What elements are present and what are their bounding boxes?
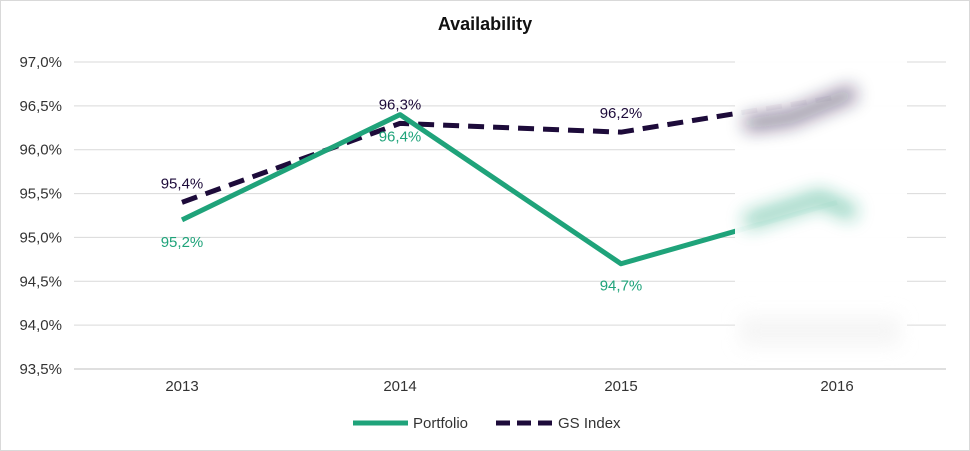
y-tick-label: 94,5%: [19, 273, 62, 290]
y-tick-label: 95,5%: [19, 186, 62, 203]
y-tick-label: 96,5%: [19, 98, 62, 115]
series-line-gs-index: [181, 94, 838, 205]
y-tick-label: 94,0%: [19, 317, 62, 334]
y-tick-label: 93,5%: [19, 361, 62, 378]
legend-label-gs-index: GS Index: [558, 415, 621, 432]
blurred-gs-line: [744, 85, 858, 131]
data-label-gs-index: 96,2%: [600, 105, 643, 122]
y-tick-label: 97,0%: [19, 54, 62, 71]
blurred-series-preview: [740, 85, 900, 346]
x-tick-label: 2014: [383, 378, 416, 395]
chart-title: Availability: [437, 14, 533, 34]
blurred-block: [740, 316, 900, 346]
legend-item-portfolio: Portfolio: [353, 415, 468, 432]
x-tick-label: 2013: [165, 378, 198, 395]
legend-label-portfolio: Portfolio: [413, 415, 468, 432]
blurred-portfolio-line: [742, 190, 858, 229]
data-label-portfolio: 95,2%: [161, 234, 204, 251]
legend-item-gs-index: GS Index: [496, 415, 621, 432]
data-label-gs-index: 96,3%: [379, 96, 422, 113]
x-tick-label: 2016: [820, 378, 853, 395]
y-tick-label: 95,0%: [19, 229, 62, 246]
y-tick-label: 96,0%: [19, 142, 62, 159]
data-label-portfolio: 96,4%: [379, 129, 422, 146]
series-line-portfolio: [180, 112, 838, 267]
data-label-gs-index: 95,4%: [161, 175, 204, 192]
data-label-portfolio: 94,7%: [600, 278, 643, 295]
x-tick-label: 2015: [604, 378, 637, 395]
